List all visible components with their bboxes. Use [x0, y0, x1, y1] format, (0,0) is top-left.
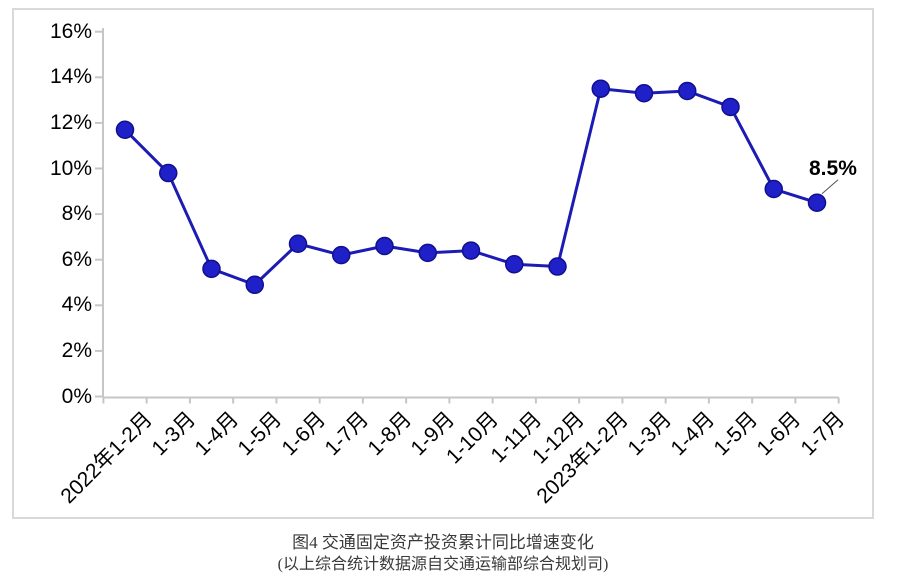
data-point-marker: [288, 234, 308, 253]
data-point-marker: [375, 236, 394, 256]
chart-caption-source: (以上综合统计数据源自交通运输部综合规划司): [277, 556, 609, 573]
y-axis-tick-label: 2%: [61, 338, 92, 362]
data-point-marker: [418, 243, 437, 263]
data-point-marker: [634, 84, 654, 103]
data-point-marker: [115, 120, 135, 139]
y-axis-tick-label: 16%: [49, 19, 92, 43]
y-axis-tick-label: 0%: [61, 384, 92, 408]
data-point-marker: [461, 241, 481, 260]
y-axis-tick-label: 14%: [49, 65, 92, 89]
y-axis-tick-label: 10%: [49, 156, 92, 180]
data-point-marker: [332, 245, 351, 265]
data-point-marker: [548, 257, 567, 276]
chart-caption-title: 图4 交通固定资产投资累计同比增速变化: [292, 533, 594, 552]
data-point-marker: [159, 163, 178, 183]
y-axis-tick-label: 8%: [61, 202, 92, 226]
data-point-marker: [678, 81, 697, 101]
y-axis-tick-label: 6%: [61, 247, 92, 271]
data-label-last-point: 8.5%: [809, 156, 857, 180]
data-point-marker: [764, 179, 783, 199]
chart-frame: [12, 8, 874, 519]
data-point-marker: [245, 275, 264, 295]
data-point-marker: [202, 259, 221, 279]
y-axis-tick-label: 12%: [49, 110, 92, 134]
data-point-marker: [505, 255, 524, 274]
data-point-marker: [721, 97, 740, 117]
chart-caption: 图4 交通固定资产投资累计同比增速变化 (以上综合统计数据源自交通运输部综合规划…: [12, 531, 874, 575]
y-axis-tick-label: 4%: [61, 293, 92, 317]
data-point-marker: [591, 79, 610, 98]
annotation-leader-line: [821, 179, 839, 195]
data-point-marker: [807, 193, 827, 212]
